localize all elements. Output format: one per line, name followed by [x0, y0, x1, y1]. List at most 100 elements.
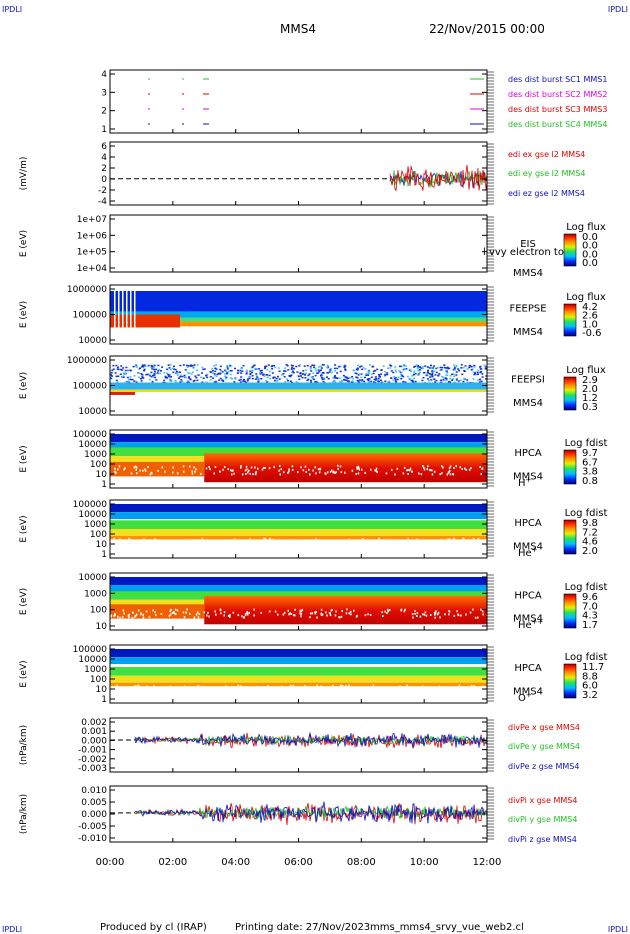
speckle	[215, 613, 217, 616]
speckle	[361, 468, 363, 471]
speckle	[402, 380, 405, 383]
speckle	[409, 368, 412, 371]
speckle	[129, 369, 132, 371]
speckle	[254, 368, 257, 370]
speckle	[410, 370, 412, 372]
speckle	[111, 544, 114, 547]
speckle	[364, 471, 366, 474]
speckle	[249, 690, 251, 693]
speckle	[115, 375, 118, 378]
speckle	[195, 376, 198, 379]
speckle	[236, 369, 239, 372]
y-axis-label: E (eV)	[19, 372, 29, 399]
speckle	[423, 613, 426, 616]
speckle	[290, 368, 293, 370]
speckle	[317, 369, 320, 371]
speckle	[290, 364, 293, 367]
speckle	[147, 466, 149, 468]
speckle	[219, 470, 221, 473]
speckle	[245, 473, 247, 475]
speckle	[209, 468, 211, 471]
speckle	[266, 540, 268, 543]
legend-entry: des dist burst SC2 MMS2	[508, 90, 607, 99]
speckle	[187, 377, 190, 379]
speckle	[295, 686, 298, 689]
speckle	[329, 368, 332, 370]
spectrogram-band	[110, 291, 487, 312]
speckle	[224, 369, 226, 372]
speckle	[225, 685, 227, 688]
speckle	[236, 372, 239, 374]
speckle	[309, 691, 311, 694]
speckle	[132, 611, 134, 614]
speckle	[191, 539, 193, 542]
speckle	[188, 376, 191, 378]
speckle	[271, 545, 274, 548]
speckle	[285, 364, 288, 366]
speckle	[481, 376, 484, 378]
speckle	[259, 373, 262, 375]
speckle	[362, 367, 365, 369]
speckle	[318, 541, 321, 544]
speckle	[407, 469, 409, 471]
speckle	[431, 375, 434, 378]
speckle	[449, 689, 452, 692]
speckle	[256, 690, 258, 693]
speckle	[275, 377, 278, 380]
speckle	[365, 540, 367, 543]
colorbar-tick-label: 9.8	[582, 518, 598, 529]
speckle	[201, 372, 203, 374]
speckle	[394, 377, 396, 380]
overlay-text: l vvy electron to	[483, 247, 564, 258]
speckle	[196, 611, 199, 614]
speckle	[318, 471, 321, 474]
speckle	[370, 376, 373, 379]
colorbar-tick-label: 2.0	[582, 384, 598, 395]
legend-entry: des dist burst SC4 MMS4	[508, 120, 607, 129]
speckle	[191, 693, 193, 696]
speckle	[464, 541, 466, 544]
speckle	[116, 692, 118, 695]
speckle	[389, 609, 391, 612]
speckle	[273, 376, 276, 379]
speckle	[402, 365, 405, 367]
speckle	[411, 375, 414, 377]
speckle	[469, 611, 472, 614]
speckle	[160, 370, 162, 372]
speckle	[331, 371, 334, 374]
speckle	[222, 468, 224, 471]
speckle	[326, 366, 329, 369]
speckle	[288, 470, 290, 473]
speckle	[440, 539, 442, 542]
speckle	[445, 379, 448, 382]
speckle	[271, 539, 274, 542]
speckle	[292, 684, 295, 687]
speckle	[438, 685, 441, 688]
speckle	[446, 374, 449, 377]
speckle	[249, 472, 251, 475]
speckle	[427, 369, 430, 372]
speckle	[213, 381, 216, 383]
speckle	[413, 370, 416, 372]
speckle	[268, 544, 270, 547]
speckle	[387, 608, 389, 611]
speckle	[224, 378, 227, 380]
speckle	[433, 370, 436, 372]
speckle	[294, 614, 296, 617]
speckle	[384, 380, 387, 382]
speckle	[252, 542, 254, 545]
speckle	[268, 610, 271, 613]
speckle	[155, 614, 157, 617]
speckle	[422, 365, 425, 368]
speckle	[255, 542, 258, 545]
speckle	[299, 692, 302, 694]
speckle	[129, 376, 132, 378]
data-gap	[114, 291, 116, 334]
speckle	[137, 376, 140, 379]
speckle	[437, 374, 440, 377]
speckle	[123, 468, 125, 471]
speckle	[237, 545, 240, 548]
speckle	[152, 609, 154, 612]
speckle	[311, 376, 314, 378]
speckle	[200, 376, 203, 379]
